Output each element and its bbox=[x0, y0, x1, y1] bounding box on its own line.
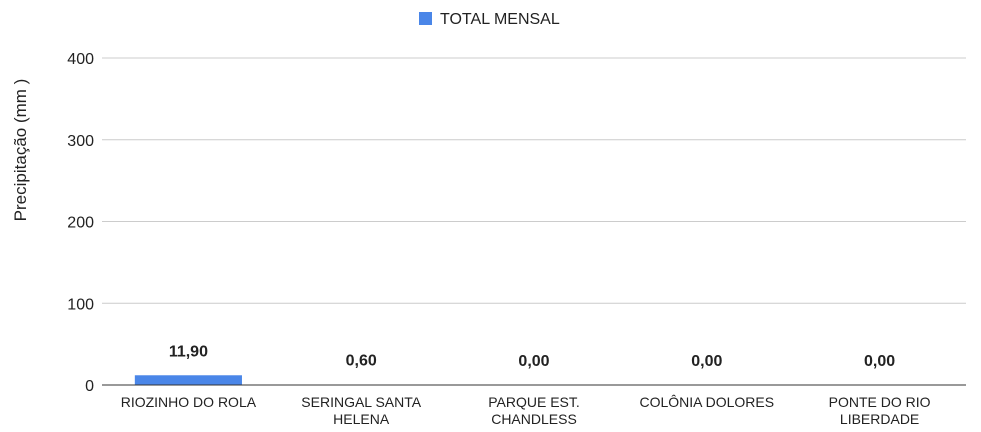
x-tick-label: RIOZINHO DO ROLA bbox=[121, 394, 257, 410]
x-tick-label-line: PARQUE EST. bbox=[488, 394, 580, 410]
bars bbox=[135, 375, 415, 385]
legend-label: TOTAL MENSAL bbox=[440, 11, 560, 28]
x-tick-label-line: RIOZINHO DO ROLA bbox=[121, 394, 257, 410]
y-tick-label: 100 bbox=[67, 296, 94, 313]
x-tick-label-line: CHANDLESS bbox=[491, 411, 577, 427]
x-tick-label-line: SERINGAL SANTA bbox=[301, 394, 421, 410]
y-tick-label: 300 bbox=[67, 133, 94, 150]
data-label: 11,90 bbox=[169, 343, 208, 360]
y-tick-label: 200 bbox=[67, 215, 94, 232]
x-tick-label: PARQUE EST.CHANDLESS bbox=[488, 394, 580, 427]
y-tick-label: 0 bbox=[85, 378, 94, 395]
x-tick-label-line: PONTE DO RIO bbox=[829, 394, 931, 410]
data-label: 0,00 bbox=[691, 353, 722, 370]
y-tick-label: 400 bbox=[67, 51, 94, 68]
gridlines bbox=[102, 58, 966, 303]
y-axis-title: Precipitação (mm ) bbox=[11, 79, 30, 222]
y-axis-ticks: 0 100 200 300 400 bbox=[67, 51, 94, 395]
bar bbox=[135, 375, 242, 385]
x-tick-label: COLÔNIA DOLORES bbox=[640, 394, 775, 410]
data-label: 0,00 bbox=[864, 353, 895, 370]
data-label: 0,00 bbox=[518, 353, 549, 370]
legend-swatch bbox=[419, 12, 432, 25]
data-label: 0,60 bbox=[346, 353, 377, 370]
x-tick-label-line: HELENA bbox=[333, 411, 390, 427]
data-labels: 11,90 0,60 0,00 0,00 0,00 bbox=[169, 343, 895, 370]
x-tick-label-line: LIBERDADE bbox=[840, 411, 919, 427]
legend: TOTAL MENSAL bbox=[419, 11, 560, 28]
x-tick-label-line: COLÔNIA DOLORES bbox=[640, 394, 775, 410]
